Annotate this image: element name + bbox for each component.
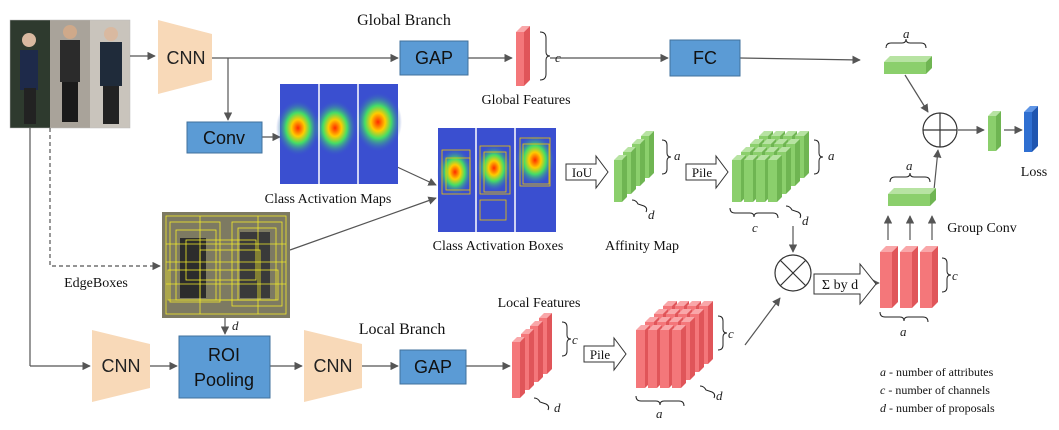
group-conv-output-vector: [888, 188, 936, 206]
affinity-pile-slab: [756, 155, 770, 202]
pile-bottom-label: Pile: [590, 347, 610, 362]
local-features-label: Local Features: [498, 296, 581, 311]
legend: a - number of attributes c - number of c…: [880, 365, 995, 415]
legend-symbol-c: c: [880, 383, 886, 397]
local-pile-slab: [672, 325, 686, 388]
global-branch-title: Global Branch: [357, 12, 451, 29]
global-features-label: Global Features: [481, 93, 570, 108]
connectors: [29, 51, 1023, 371]
cnn-bottom-mid-label: CNN: [314, 356, 353, 376]
legend-text-proposals: - number of proposals: [886, 401, 995, 415]
affinity-pile-slab: [768, 155, 782, 202]
class-activation-boxes-label: Class Activation Boxes: [433, 239, 564, 254]
local-feature-slab: [512, 337, 525, 398]
summed-feature-slab: [920, 246, 938, 308]
gap-bottom-label: GAP: [414, 357, 452, 377]
cnn-top-module: CNN: [158, 20, 212, 94]
legend-item-proposals: d - number of proposals: [880, 401, 995, 415]
legend-text-channels: - number of channels: [885, 383, 990, 397]
summed-features-stack: [880, 246, 938, 308]
input-images: [9, 19, 131, 129]
multiply-operator: [774, 254, 812, 292]
summed-feature-slab: [900, 246, 918, 308]
pile-top-dim-c: c: [752, 220, 758, 235]
legend-symbol-a: a: [880, 365, 886, 379]
group-conv-label: Group Conv: [947, 221, 1017, 236]
gap-top-label: GAP: [415, 48, 453, 68]
class-activation-maps-label: Class Activation Maps: [265, 192, 392, 207]
gap-bottom-module: GAP: [399, 349, 467, 385]
legend-item-attributes: a - number of attributes: [880, 365, 994, 379]
loss-label: Loss: [1021, 165, 1047, 180]
pile-bottom-operator: Pile: [583, 336, 627, 372]
local-pile-slab: [648, 325, 662, 388]
sum-operator: [922, 112, 958, 148]
class-activation-maps-image: [276, 84, 402, 184]
gap-top-module: GAP: [399, 40, 469, 76]
diagram-labels: Global Branch Local Branch Global Featur…: [64, 12, 1047, 338]
summed-dim-c: c: [952, 268, 958, 283]
affinity-pile-stack: [732, 131, 809, 202]
fc-output-vector: [884, 56, 932, 74]
local-pile-slab: [636, 325, 650, 388]
affinity-dim-d: d: [648, 207, 655, 222]
roi-pooling-module: ROI Pooling: [178, 335, 271, 399]
cnn-top-label: CNN: [167, 48, 206, 68]
pile-bottom-dim-c: c: [728, 326, 734, 341]
group-conv-dim-a: a: [906, 158, 913, 173]
fc-module: FC: [669, 39, 741, 77]
summed-dim-a: a: [900, 324, 907, 339]
pile-top-dim-d: d: [802, 213, 809, 228]
global-features-block: c: [516, 26, 561, 86]
local-features-dim-c: c: [572, 332, 578, 347]
roi-label-line2: Pooling: [194, 370, 254, 390]
affinity-pile-slab: [732, 155, 746, 202]
pile-top-label: Pile: [692, 165, 712, 180]
affinity-map-stack: [614, 131, 654, 202]
legend-item-channels: c - number of channels: [880, 383, 990, 397]
pile-top-operator: Pile: [685, 154, 729, 190]
pile-bottom-dim-d: d: [716, 388, 723, 403]
sum-by-d-operator: Σ by d: [813, 262, 877, 306]
cnn-bottom-left-module: CNN: [92, 330, 150, 402]
legend-symbol-d: d: [880, 401, 887, 415]
affinity-slab: [614, 155, 627, 202]
roi-label-line1: ROI: [208, 345, 240, 365]
dim-annotations: [533, 38, 952, 411]
local-pile-slab: [660, 325, 674, 388]
fused-vector: [988, 111, 1001, 151]
global-features-dim-c: c: [555, 50, 561, 65]
edgeboxes-dim-d: d: [232, 318, 239, 333]
local-pile-stack: [636, 301, 713, 388]
local-branch-title: Local Branch: [359, 321, 446, 338]
fc-output-dim-a: a: [903, 26, 910, 41]
iou-operator: IoU: [565, 154, 609, 190]
edgeboxes-image: [162, 212, 290, 318]
legend-text-attributes: - number of attributes: [886, 365, 994, 379]
affinity-pile-slab: [744, 155, 758, 202]
local-features-stack: [512, 313, 552, 398]
fc-label: FC: [693, 48, 717, 68]
iou-label: IoU: [572, 165, 593, 180]
pile-top-dim-a: a: [828, 148, 835, 163]
dim-labels: a a a d a d c c d c d a c a d: [232, 26, 958, 421]
cnn-bottom-mid-module: CNN: [304, 330, 362, 402]
conv-label: Conv: [203, 128, 245, 148]
pile-bottom-dim-a: a: [656, 406, 663, 421]
class-activation-boxes-image: [437, 128, 556, 232]
summed-feature-slab: [880, 246, 898, 308]
affinity-dim-a: a: [674, 148, 681, 163]
cnn-bottom-left-label: CNN: [102, 356, 141, 376]
local-features-dim-d: d: [554, 400, 561, 415]
edgeboxes-label: EdgeBoxes: [64, 276, 128, 291]
affinity-map-label: Affinity Map: [605, 239, 679, 254]
conv-module: Conv: [186, 121, 263, 154]
loss-block: [1024, 106, 1038, 152]
sum-by-d-label: Σ by d: [822, 278, 858, 293]
